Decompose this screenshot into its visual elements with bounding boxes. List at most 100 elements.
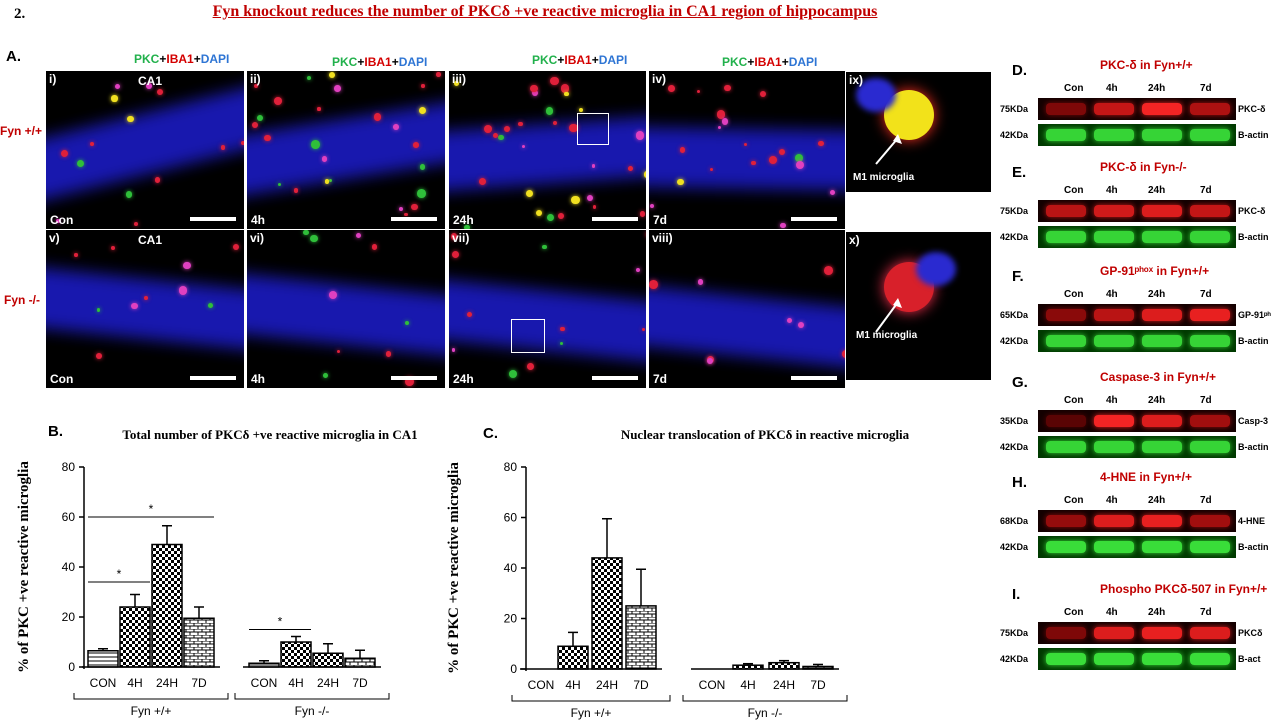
micrograph-timepoint: Con xyxy=(50,372,74,386)
cell-signal xyxy=(385,350,392,357)
cell-signal xyxy=(207,302,213,308)
cell-signal xyxy=(709,168,713,172)
cell-signal xyxy=(404,320,409,325)
panel-c-letter: C. xyxy=(483,425,498,442)
blot-band xyxy=(1190,231,1230,243)
stain-plus1: + xyxy=(557,53,565,67)
blot-strip xyxy=(1038,536,1236,558)
stain-iba1: IBA1 xyxy=(564,53,592,67)
y-tick-label: 60 xyxy=(504,511,518,525)
blot-title: Phospho PKCδ-507 in Fyn+/+ xyxy=(1100,582,1268,596)
blot-band xyxy=(1142,441,1182,453)
blot-band xyxy=(1046,441,1086,453)
cell-signal xyxy=(717,125,722,130)
cell-signal xyxy=(310,234,318,242)
cell-signal xyxy=(307,75,312,80)
x-tick-label: 7D xyxy=(633,678,649,692)
zoom-inset: ix) M1 microglia xyxy=(846,72,991,192)
zoom-region-box xyxy=(511,319,545,353)
x-tick-label: CON xyxy=(251,676,278,690)
blot-band xyxy=(1046,415,1086,427)
blot-mw-label: 42KDa xyxy=(1000,232,1029,242)
y-tick-label: 40 xyxy=(62,560,76,574)
chart-b: 0 20 40 60 80 % of PKC +ve reactive microglia… xyxy=(16,460,390,718)
cell-signal xyxy=(373,113,381,121)
blot-lane-label: 24h xyxy=(1148,607,1166,618)
micrograph: iii) 24h xyxy=(449,71,646,229)
blot-band xyxy=(1046,309,1086,321)
stain-plus2: + xyxy=(193,52,201,66)
micrograph-region: CA1 xyxy=(138,74,163,88)
cell-signal xyxy=(794,154,803,163)
cell-signal xyxy=(450,232,458,240)
cell-signal xyxy=(221,145,226,150)
blot-band xyxy=(1046,541,1086,553)
y-tick-label: 20 xyxy=(62,610,76,624)
cell-signal xyxy=(592,205,597,210)
dapi-nuclei-layer xyxy=(449,276,646,368)
blot-band xyxy=(1046,653,1086,665)
blot-lane-label: 4h xyxy=(1106,185,1118,196)
panel-b-letter: B. xyxy=(48,423,63,440)
inset-annotation: M1 microglia xyxy=(853,172,915,183)
cell-signal xyxy=(564,91,569,97)
zoom-inset: x) M1 microglia xyxy=(846,232,991,380)
cell-signal xyxy=(183,261,191,270)
stain-iba1: IBA1 xyxy=(364,55,392,69)
cell-signal xyxy=(697,279,704,285)
cell-signal xyxy=(404,212,408,217)
cell-signal xyxy=(436,72,441,77)
cell-signal xyxy=(371,244,377,250)
cell-signal xyxy=(649,279,659,289)
blot-strip xyxy=(1038,330,1236,352)
cell-signal xyxy=(635,267,641,273)
micrograph: ii) 4h xyxy=(247,71,445,229)
micrograph: vi) 4h xyxy=(247,230,445,388)
group-bracket xyxy=(73,693,229,700)
blot-band xyxy=(1046,129,1086,141)
cell-signal xyxy=(668,84,676,92)
blot-lane-label: 7d xyxy=(1200,495,1212,506)
micrograph-timepoint: 7d xyxy=(653,213,668,227)
cell-signal xyxy=(454,80,460,86)
blot-band xyxy=(1094,627,1134,639)
x-tick-label: 4H xyxy=(288,676,303,690)
cell-signal xyxy=(570,195,580,205)
y-tick-label: 0 xyxy=(68,660,75,674)
cell-signal xyxy=(591,163,596,168)
cell-signal xyxy=(545,107,554,115)
blot-band xyxy=(1046,205,1086,217)
blot-lane-label: 7d xyxy=(1200,185,1212,196)
group-bracket xyxy=(511,695,671,702)
cell-signal xyxy=(336,349,341,354)
blot-lane-label: 24h xyxy=(1148,83,1166,94)
cell-signal xyxy=(251,122,259,129)
cell-signal xyxy=(323,373,329,378)
dapi-nuclei-layer xyxy=(46,75,244,207)
cell-signal xyxy=(498,134,505,141)
nucleus xyxy=(856,78,896,112)
cell-signal xyxy=(560,84,570,93)
blot-band xyxy=(1094,441,1134,453)
cell-signal xyxy=(127,115,134,123)
blot-band-label: GP-91ᵖʰ xyxy=(1238,310,1271,320)
x-tick-label: 24H xyxy=(596,678,618,692)
cell-signal xyxy=(492,132,499,139)
cell-signal xyxy=(751,160,756,166)
cell-signal xyxy=(146,83,152,90)
blot-strip xyxy=(1038,304,1236,326)
x-tick-label: 24H xyxy=(317,676,339,690)
blot-band xyxy=(1046,515,1086,527)
scale-bar xyxy=(190,217,236,221)
cell-signal xyxy=(96,308,101,312)
blot-band-label: B-act xyxy=(1238,654,1261,664)
cell-signal xyxy=(635,131,645,140)
blot-strip xyxy=(1038,124,1236,146)
blot-band-label: B-actin xyxy=(1238,442,1269,452)
bar xyxy=(768,661,800,670)
bar xyxy=(625,605,657,670)
blot-strip xyxy=(1038,200,1236,222)
cell-signal xyxy=(841,350,845,359)
cell-signal xyxy=(644,171,646,178)
blot-mw-label: 75KDa xyxy=(1000,628,1029,638)
